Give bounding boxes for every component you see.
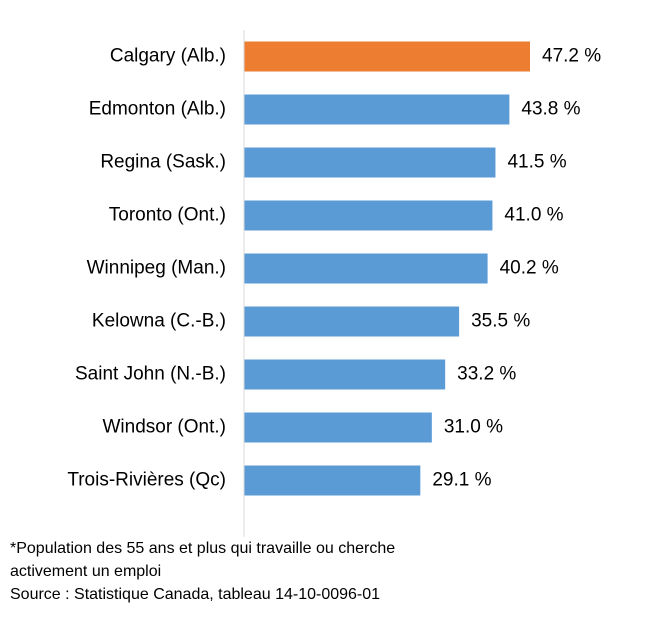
- category-label: Calgary (Alb.): [110, 46, 226, 67]
- value-label: 35.5 %: [471, 311, 530, 332]
- category-label: Toronto (Ont.): [109, 205, 226, 226]
- value-label: 43.8 %: [521, 99, 580, 120]
- category-label: Edmonton (Alb.): [89, 99, 226, 120]
- bar: [244, 94, 510, 125]
- category-label: Saint John (N.-B.): [75, 364, 226, 385]
- value-label: 31.0 %: [444, 417, 503, 438]
- bar: [244, 41, 530, 72]
- footnote: *Population des 55 ans et plus qui trava…: [10, 540, 395, 557]
- value-label: 41.5 %: [507, 152, 566, 173]
- value-label: 41.0 %: [504, 205, 563, 226]
- category-label: Windsor (Ont.): [102, 417, 226, 438]
- bar: [244, 253, 488, 284]
- category-label: Trois-Rivières (Qc): [67, 470, 226, 491]
- bar: [244, 147, 496, 178]
- bar: [244, 359, 446, 390]
- footnote: Source : Statistique Canada, tableau 14-…: [10, 586, 380, 603]
- value-label: 40.2 %: [500, 258, 559, 279]
- bar: [244, 200, 493, 231]
- category-label: Regina (Sask.): [100, 152, 226, 173]
- value-label: 29.1 %: [432, 470, 491, 491]
- bar: [244, 306, 460, 337]
- footnote: activement un emploi: [10, 563, 161, 580]
- value-label: 33.2 %: [457, 364, 516, 385]
- category-label: Kelowna (C.-B.): [92, 311, 226, 332]
- bar: [244, 412, 432, 443]
- category-label: Winnipeg (Man.): [87, 258, 226, 279]
- value-label: 47.2 %: [542, 46, 601, 67]
- bar: [244, 465, 421, 496]
